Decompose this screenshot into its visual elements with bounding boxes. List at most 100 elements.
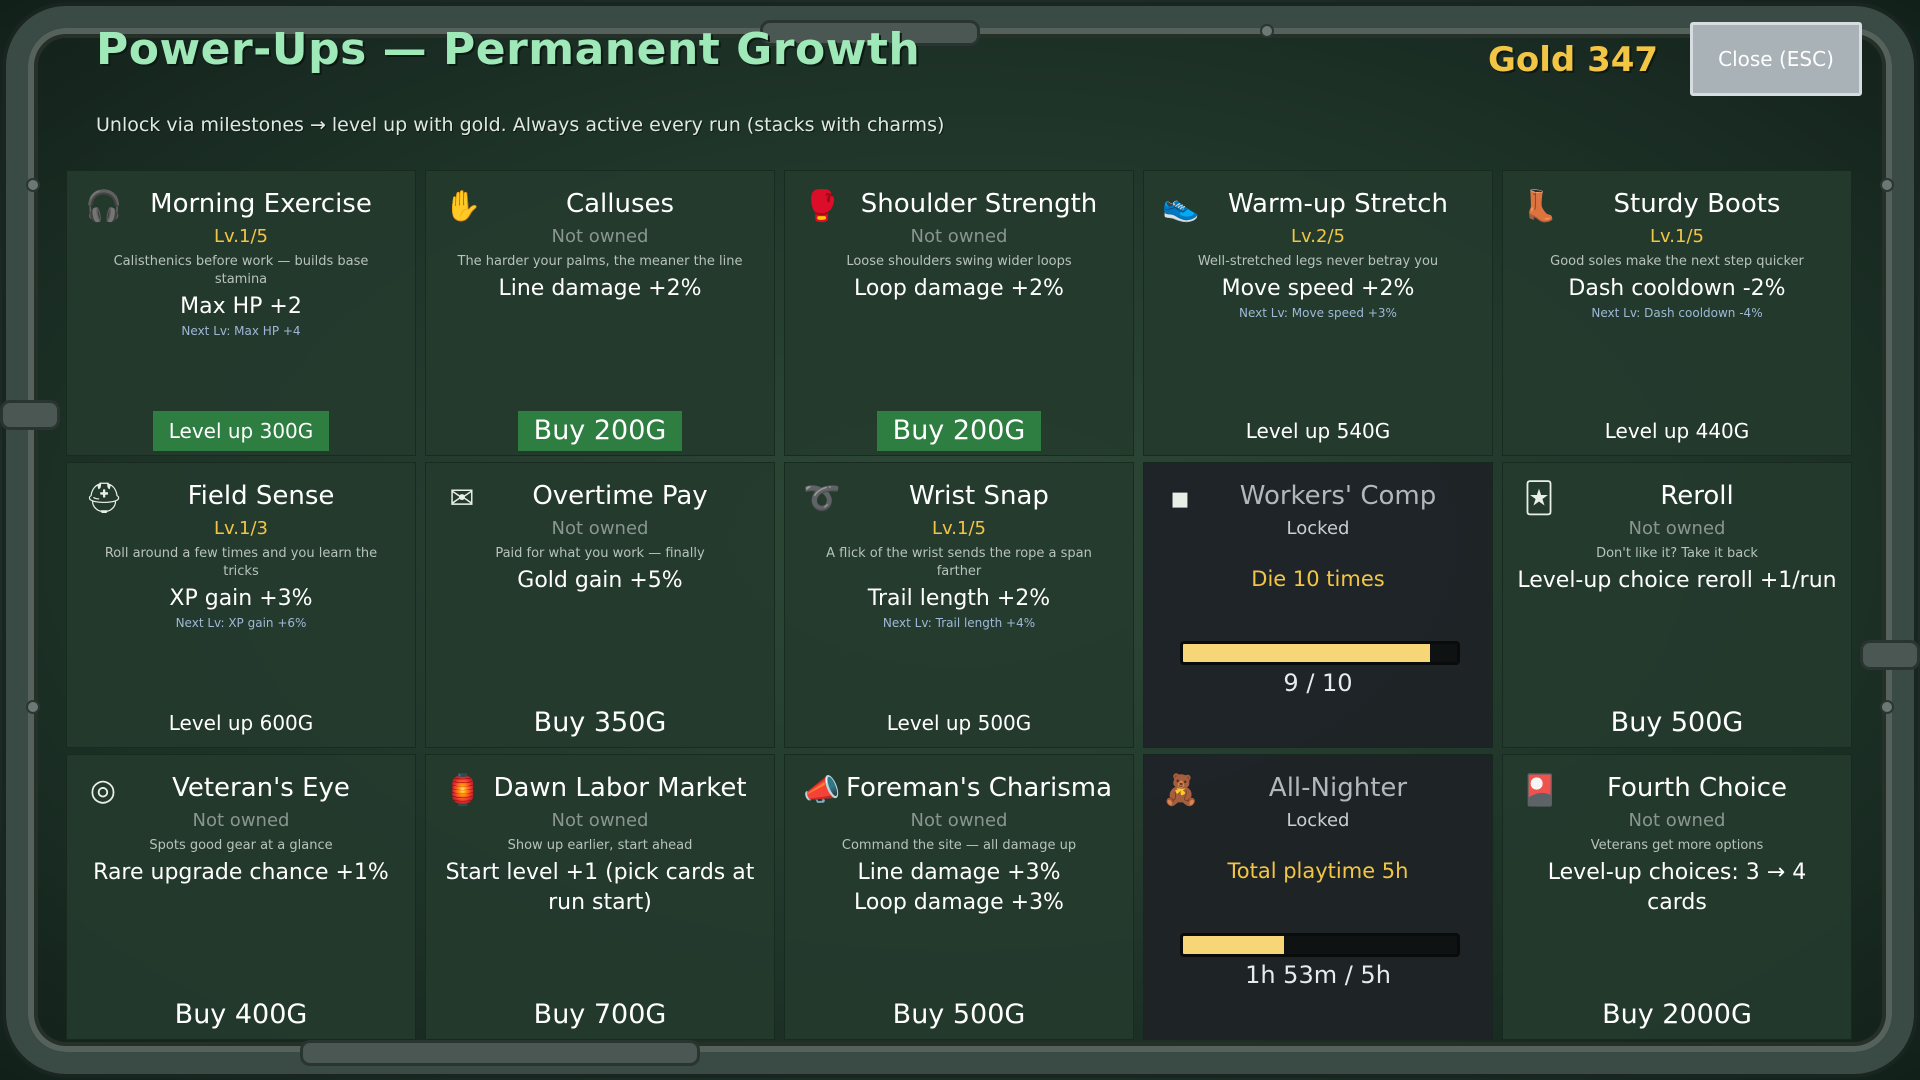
powerup-effect: Rare upgrade chance +1%: [93, 860, 389, 885]
buy-button[interactable]: Buy 400G: [159, 995, 324, 1035]
powerup-action: Buy 400G: [67, 995, 415, 1035]
powerup-status: Lv.1/3: [214, 518, 268, 539]
buy-button[interactable]: Buy 700G: [518, 995, 683, 1035]
powerup-name: Dawn Labor Market: [493, 773, 747, 803]
powerup-action: Level up 500G: [785, 703, 1133, 743]
buy-button[interactable]: Buy 200G: [876, 411, 1042, 451]
powerup-name: Workers' Comp: [1239, 481, 1437, 511]
powerup-card[interactable]: 🎴 Fourth Choice Not owned Veterans get more…: [1502, 754, 1852, 1040]
powerup-effect: Loop damage +2%: [854, 276, 1064, 301]
powerup-status: Not owned: [1628, 518, 1726, 539]
powerup-status: Not owned: [551, 226, 649, 247]
level-up-button[interactable]: Level up 600G: [153, 703, 330, 743]
powerup-name: Overtime Pay: [532, 481, 708, 511]
bolt-icon: [1880, 700, 1894, 714]
powerup-card[interactable]: ✉ Overtime Pay Not owned Paid for what you …: [425, 462, 775, 748]
powerup-card[interactable]: ✋ Calluses Not owned The harder your palms,…: [425, 170, 775, 456]
powerup-status: Locked: [1286, 518, 1350, 539]
pipe-top: [760, 20, 980, 46]
pay-envelope-icon: ✉: [449, 481, 475, 516]
unlock-progress-text: 9 / 10: [1283, 669, 1353, 697]
powerup-status: Not owned: [1628, 810, 1726, 831]
powerup-status: Not owned: [551, 810, 649, 831]
powerup-next-level: Next Lv: Trail length +4%: [882, 616, 1036, 630]
powerup-effect: Level-up choices: 3 → 4 cards: [1547, 860, 1807, 915]
powerup-action: Buy 350G: [426, 703, 774, 743]
buy-button[interactable]: Buy 200G: [517, 411, 683, 451]
buy-button[interactable]: Buy 350G: [518, 703, 683, 743]
powerup-description: Command the site — all damage up: [841, 838, 1077, 853]
powerup-action: Buy 200G: [426, 411, 774, 451]
bolt-icon: [1260, 24, 1274, 38]
buy-button[interactable]: Buy 500G: [1595, 703, 1760, 743]
powerup-card[interactable]: 🃏 Reroll Not owned Don't like it? Take it b…: [1502, 462, 1852, 748]
powerup-effect: Line damage +3%: [857, 860, 1061, 885]
powerup-effect: Move speed +2%: [1221, 276, 1415, 301]
powerup-action: Level up 300G: [67, 411, 415, 451]
powerup-action: Buy 200G: [785, 411, 1133, 451]
boxing-glove-icon: 🥊: [803, 189, 841, 224]
powerup-description: Calisthenics before work — builds base s…: [113, 254, 369, 287]
powerup-name: Field Sense: [187, 481, 335, 511]
powerup-name: Sturdy Boots: [1613, 189, 1781, 219]
powerup-card[interactable]: 🏮 Dawn Labor Market Not owned Show up earli…: [425, 754, 775, 1040]
powerup-card[interactable]: 📣 Foreman's Charisma Not owned Command the …: [784, 754, 1134, 1040]
powerup-description: Spots good gear at a glance: [149, 838, 333, 853]
powerup-effect: Max HP +2: [180, 294, 302, 319]
page-title: Power-Ups — Permanent Growth: [96, 24, 921, 75]
powerup-action: Buy 500G: [785, 995, 1133, 1035]
powerup-name: Shoulder Strength: [860, 189, 1098, 219]
buy-button[interactable]: Buy 500G: [877, 995, 1042, 1035]
powerup-effect: Trail length +2%: [867, 586, 1051, 611]
powerup-name: Morning Exercise: [150, 189, 372, 219]
document-icon: ▪: [1169, 481, 1191, 516]
gold-counter: Gold 347: [1488, 40, 1659, 80]
powerup-card[interactable]: ➰ Wrist Snap Lv.1/5 A flick of the wrist se…: [784, 462, 1134, 748]
powerup-description: Show up earlier, start ahead: [507, 838, 693, 853]
pipe-bottom: [300, 1040, 700, 1066]
unlock-progress-fill: [1183, 936, 1285, 954]
powerup-name: Reroll: [1660, 481, 1734, 511]
powerup-effect: Level-up choice reroll +1/run: [1517, 568, 1837, 593]
lantern-icon: 🏮: [444, 773, 482, 808]
powerup-action: Level up 440G: [1503, 411, 1851, 451]
powerup-action: Buy 2000G: [1503, 995, 1851, 1035]
powerup-effect: Gold gain +5%: [517, 568, 683, 593]
powerup-card[interactable]: 👢 Sturdy Boots Lv.1/5 Good soles make the n…: [1502, 170, 1852, 456]
powerup-card[interactable]: 👟 Warm-up Stretch Lv.2/5 Well-stretched leg…: [1143, 170, 1493, 456]
level-up-button[interactable]: Level up 300G: [152, 411, 330, 451]
card-fan-icon: 🎴: [1521, 773, 1559, 808]
bolt-icon: [26, 178, 40, 192]
powerup-description: Don't like it? Take it back: [1596, 546, 1758, 561]
powerup-status: Not owned: [551, 518, 649, 539]
sneaker-icon: 👟: [1162, 189, 1200, 224]
powerup-name: Warm-up Stretch: [1228, 189, 1448, 219]
level-up-button[interactable]: Level up 500G: [871, 703, 1048, 743]
powerup-description: The harder your palms, the meaner the li…: [457, 254, 743, 269]
powerup-status: Not owned: [192, 810, 290, 831]
page-subtitle: Unlock via milestones → level up with go…: [96, 114, 945, 136]
powerup-description: Veterans get more options: [1590, 838, 1764, 853]
powerup-next-level: Next Lv: Move speed +3%: [1239, 306, 1397, 320]
level-up-button[interactable]: Level up 540G: [1230, 411, 1407, 451]
powerup-card[interactable]: 🎧 Morning Exercise Lv.1/5 Calisthenics befo…: [66, 170, 416, 456]
close-button[interactable]: Close (ESC): [1690, 22, 1862, 96]
powerup-card[interactable]: 🥊 Shoulder Strength Not owned Loose shoulde…: [784, 170, 1134, 456]
buy-button[interactable]: Buy 2000G: [1586, 995, 1768, 1035]
powerup-action: Buy 500G: [1503, 703, 1851, 743]
powerup-name: Calluses: [565, 189, 675, 219]
powerup-status: Locked: [1286, 810, 1350, 831]
unlock-condition: Total playtime 5h: [1227, 859, 1409, 883]
hard-hat-icon: ⛑: [85, 481, 124, 516]
unlock-progress-text: 1h 53m / 5h: [1245, 961, 1391, 989]
powerup-description: A flick of the wrist sends the rope a sp…: [826, 546, 1092, 579]
unlock-progress-bar: [1180, 933, 1460, 957]
powerup-action: Buy 700G: [426, 995, 774, 1035]
powerup-status: Lv.2/5: [1291, 226, 1345, 247]
powerup-card[interactable]: ◎ Veteran's Eye Not owned Spots good gear a…: [66, 754, 416, 1040]
bolt-icon: [1880, 178, 1894, 192]
powerup-card[interactable]: ⛑ Field Sense Lv.1/3 Roll around a few time…: [66, 462, 416, 748]
powerup-description: Paid for what you work — finally: [495, 546, 705, 561]
unlock-progress-bar: [1180, 641, 1460, 665]
level-up-button[interactable]: Level up 440G: [1589, 411, 1766, 451]
